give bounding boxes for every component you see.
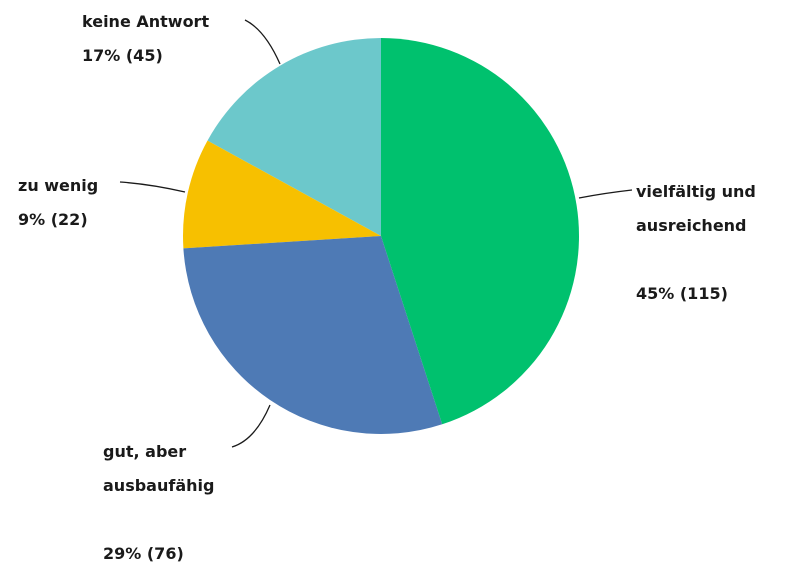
leader-line <box>244 19 281 65</box>
chart <box>119 19 633 448</box>
pie-slice <box>183 236 443 434</box>
slice-label: zu wenig 9% (22) <box>18 169 138 237</box>
value-label: 9% (22) <box>18 210 88 229</box>
value-label: 45% (115) <box>636 284 728 303</box>
leader-line <box>119 181 186 193</box>
value-label: 17% (45) <box>82 46 163 65</box>
slice-label: vielfältig und ausreichend 45% (115) <box>636 175 796 311</box>
category-label: gut, aber ausbaufähig <box>103 442 215 495</box>
slice-label: gut, aber ausbaufähig 29% (76) <box>103 435 253 571</box>
category-label: vielfältig und ausreichend <box>636 182 756 235</box>
category-label: keine Antwort <box>82 12 210 31</box>
leader-lines <box>119 19 633 448</box>
pie-slice <box>182 140 381 249</box>
leader-line <box>578 189 633 199</box>
leader-line <box>231 404 271 448</box>
pie-slice <box>381 38 580 425</box>
value-label: 29% (76) <box>103 544 184 563</box>
pie-slice <box>207 38 381 236</box>
page: (() => { const data = JSON.parse(documen… <box>18 5 796 563</box>
category-label: zu wenig <box>18 176 99 195</box>
slice-label: keine Antwort 17% (45) <box>82 5 252 73</box>
